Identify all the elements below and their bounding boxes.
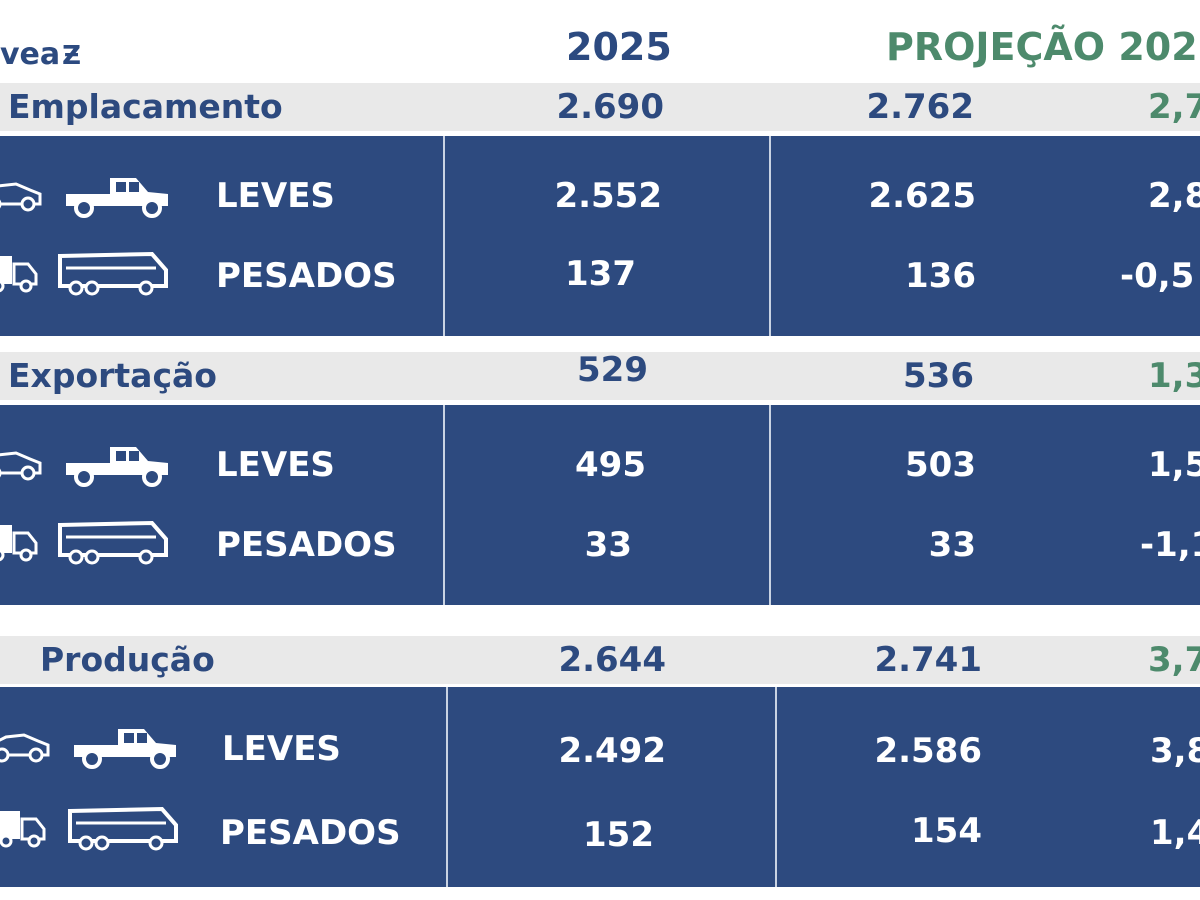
section-bar-producao: Produção 2.644 2.741 3,7 xyxy=(0,636,1200,684)
column-divider xyxy=(769,136,771,336)
row-label-leves: LEVES xyxy=(216,176,335,216)
row-label-pesados: PESADOS xyxy=(216,525,397,565)
column-header-projection: PROJEÇÃO 2026 xyxy=(886,25,1200,69)
column-divider xyxy=(446,687,448,887)
row-value-2025: 152 xyxy=(583,815,654,855)
section-bar-exportacao: Exportação 529 536 1,3 xyxy=(0,350,1200,400)
section-percent: 1,3 xyxy=(1148,356,1200,396)
section-value-2025: 2.644 xyxy=(558,640,666,680)
car-icon xyxy=(0,733,50,763)
logo-text: vea xyxy=(0,37,61,72)
row-value-2025: 2.492 xyxy=(558,731,666,771)
row-label-pesados: PESADOS xyxy=(220,813,401,853)
row-value-2025: 2.552 xyxy=(554,176,662,216)
section-value-2026: 536 xyxy=(903,356,974,396)
pickup-truck-icon xyxy=(66,447,168,487)
column-header-2025: 2025 xyxy=(566,25,672,69)
section-value-2025: 2.690 xyxy=(556,87,664,127)
section-value-2026: 2.762 xyxy=(866,87,974,127)
car-icon xyxy=(0,451,42,481)
truck-icon xyxy=(0,811,46,848)
row-value-2026: 503 xyxy=(905,445,976,485)
row-value-2026: 33 xyxy=(928,525,976,565)
row-value-2025: 33 xyxy=(584,525,632,565)
bus-icon xyxy=(58,520,168,565)
section-value-2025: 529 xyxy=(577,350,648,390)
row-value-2026: 2.625 xyxy=(868,176,976,216)
truck-icon xyxy=(0,256,38,293)
brand-logo: veaƵ xyxy=(0,30,120,80)
row-percent: -0,5 xyxy=(1120,256,1195,296)
car-icon xyxy=(0,182,42,212)
row-value-2026: 2.586 xyxy=(874,731,982,771)
column-divider xyxy=(443,136,445,336)
pickup-truck-icon xyxy=(66,178,168,218)
row-percent: 2,8 xyxy=(1148,176,1200,216)
row-label-pesados: PESADOS xyxy=(216,256,397,296)
column-divider xyxy=(775,687,777,887)
pickup-truck-icon xyxy=(74,729,176,769)
row-value-2026: 154 xyxy=(911,811,982,851)
row-percent: 1,4 xyxy=(1150,813,1200,853)
panel-emplacamento: LEVES 2.552 2.625 2,8 PESADOS 137 136 -0… xyxy=(0,136,1200,336)
panel-exportacao: LEVES 495 503 1,5 PESADOS 33 33 -1,1 xyxy=(0,405,1200,605)
section-bar-emplacamento: Emplacamento 2.690 2.762 2,7 xyxy=(0,83,1200,131)
row-value-2025: 137 xyxy=(565,254,636,294)
section-title: Produção xyxy=(40,640,215,679)
column-divider xyxy=(443,405,445,605)
section-value-2026: 2.741 xyxy=(874,640,982,680)
section-title: Emplacamento xyxy=(8,87,283,126)
row-value-2025: 495 xyxy=(575,445,646,485)
truck-icon xyxy=(0,525,38,562)
logo-mark-icon: Ƶ xyxy=(62,41,82,71)
bus-icon xyxy=(58,251,168,296)
section-percent: 2,7 xyxy=(1148,87,1200,127)
row-value-2026: 136 xyxy=(905,256,976,296)
panel-producao: LEVES 2.492 2.586 3,8 PESADOS 152 154 1,… xyxy=(0,687,1200,887)
row-percent: -1,1 xyxy=(1140,525,1200,565)
section-percent: 3,7 xyxy=(1148,640,1200,680)
row-label-leves: LEVES xyxy=(222,729,341,769)
bus-icon xyxy=(68,806,178,851)
column-divider xyxy=(769,405,771,605)
row-percent: 1,5 xyxy=(1148,445,1200,485)
section-title: Exportação xyxy=(8,356,217,395)
row-percent: 3,8 xyxy=(1150,731,1200,771)
row-label-leves: LEVES xyxy=(216,445,335,485)
